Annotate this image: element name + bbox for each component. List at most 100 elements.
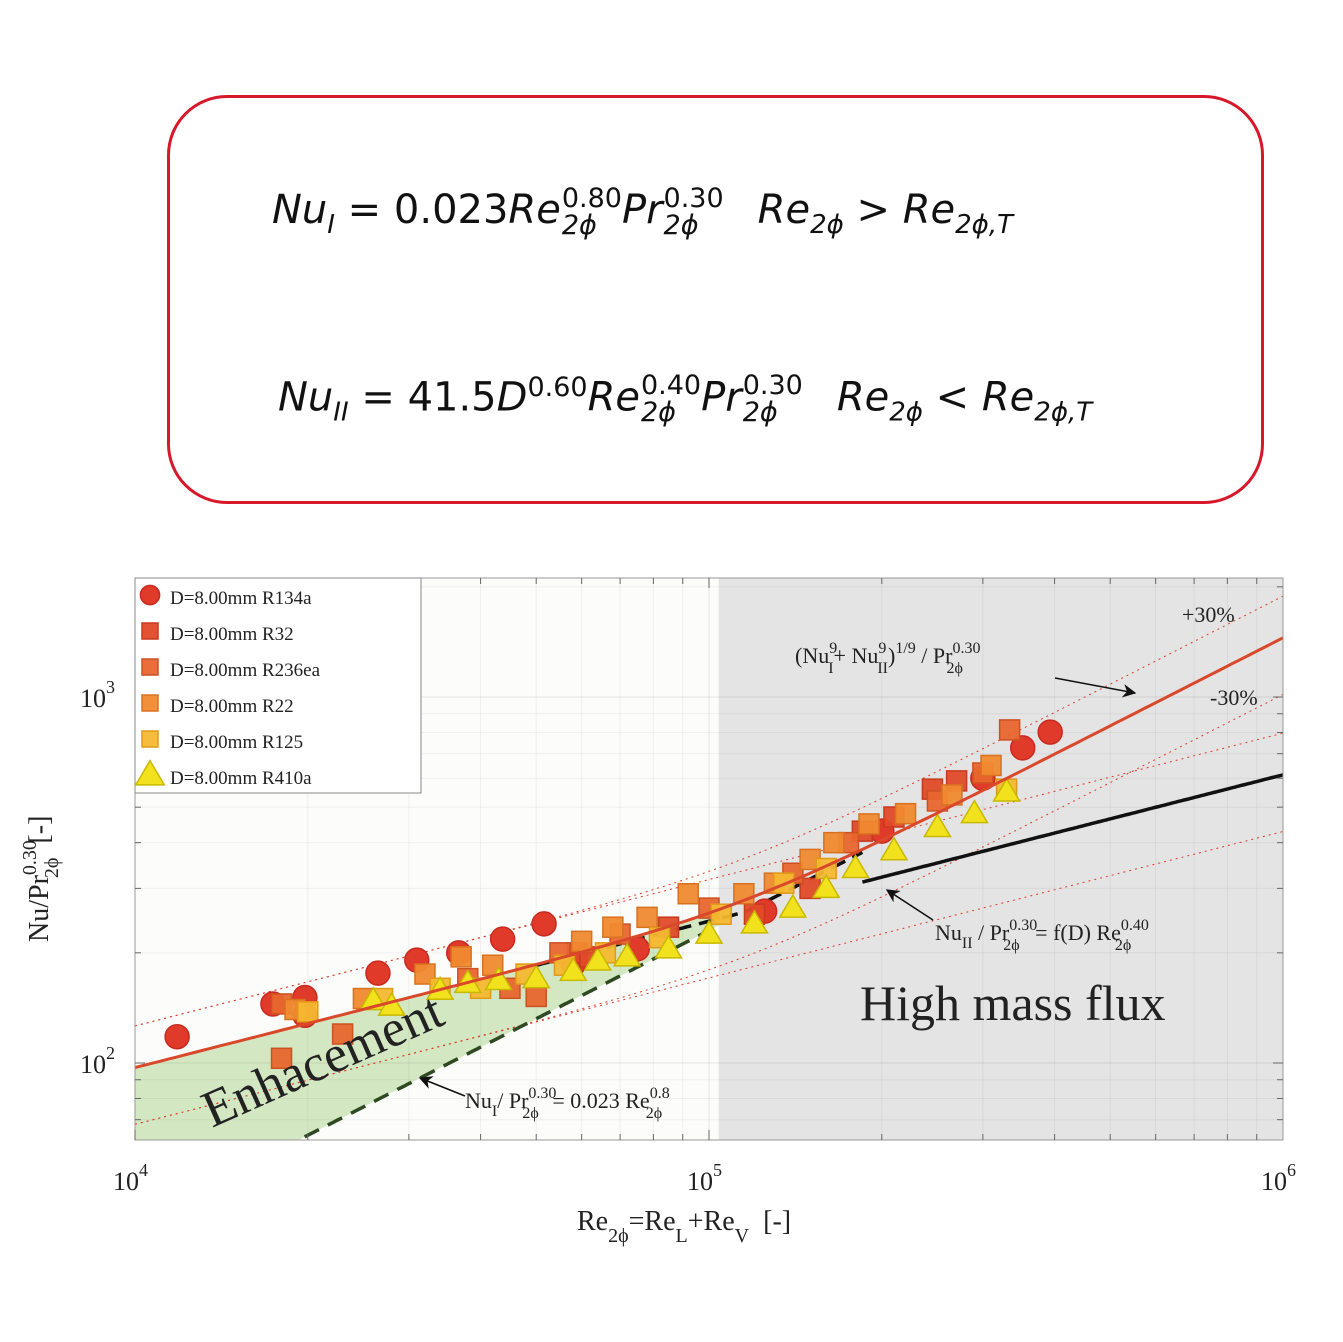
legend-marker-icon [134,759,166,786]
eq-sup: 0.60 [527,372,588,403]
tick-base: 10 [80,684,106,713]
data-point [694,919,724,944]
legend-marker-icon [141,658,159,676]
combined-band-line [135,595,1283,1027]
ann-text: (Nu [795,643,829,668]
eq-term: = 41.5 [348,374,497,421]
ann-sub: II [877,660,888,677]
x-tick-label: 105 [687,1160,722,1196]
ann-sub: I [828,660,833,677]
tick-exp: 4 [139,1160,148,1180]
eq-sup: 0.40 [640,370,702,402]
label-sub: 2ϕ [608,1225,629,1247]
label-part: =Re [629,1206,676,1237]
y-tick-label: 103 [80,677,115,713]
legend-label: D=8.00mm R134a [170,588,312,609]
ann-sub: 2ϕ [522,1105,538,1122]
eq-sub: 2ϕ [663,210,699,241]
eq-sub: I [327,210,335,240]
eq-term: Nu [272,187,328,233]
eq-sub: 2ϕ [640,397,676,429]
ann-sup: 0.30 [528,1085,556,1102]
ann-sub: 2ϕ [1003,937,1019,954]
data-point [612,942,642,967]
data-point [636,906,658,929]
nu-ii-model-line [861,773,1283,884]
data-point [992,777,1021,802]
ann-sub: 2ϕ [646,1105,662,1122]
tick-base: 10 [113,1167,139,1196]
ann-sup: 9 [878,640,886,657]
eq-term: = 0.023 [334,187,509,233]
ann-text: / Pr [916,643,953,668]
ann-text: Nu [465,1088,492,1113]
ann-sup: 0.30 [1009,917,1037,934]
ann-sup: 0.8 [650,1085,670,1102]
eq-sub: 2ϕ [742,397,778,429]
data-point [740,909,769,934]
label-sup: 0.30 [19,840,41,875]
label-sub: 2ϕ [41,858,63,879]
plus-30-label: +30% [1182,602,1235,627]
data-point [331,1023,354,1045]
legend: D=8.00mm R134a D=8.00mm R32 D=8.00mm R236e… [134,577,422,794]
data-point [270,1047,293,1070]
equation-nu-ii: NuII = 41.5D0.60Re 0.40 2ϕ Pr 0.30 2ϕ Re2ϕ < R… [278,372,1092,427]
ann-text: / Pr [497,1088,529,1113]
eq-op: < [922,374,982,421]
ann-text: = f(D) Re [1030,920,1121,945]
tick-base: 10 [687,1167,713,1196]
tick-base: 10 [80,1050,106,1079]
label-sub: V [735,1225,750,1247]
ann-sup: 1/9 [895,640,915,657]
combined-band-line [135,694,1283,1125]
eq-sup: 0.30 [663,183,724,214]
y-axis-label: Nu/Pr0.302ϕ [-] [19,816,63,942]
svg-text:NuII / Pr0.302ϕ = f(D) Re0.40: NuII / Pr0.30 2ϕ = f(D) Re0.40 2ϕ [935,917,1149,954]
data-point [894,802,917,825]
eq-term: Re [757,187,811,233]
ann-sub: II [962,935,973,952]
ann-text: Nu [935,920,962,945]
ann-sub: 2ϕ [946,660,962,677]
high-mass-flux-label: High mass flux [860,975,1166,1031]
eq-sup: 0.30 [742,370,803,402]
eq-sub: 2ϕ,T [955,210,1013,240]
tick-exp: 5 [713,1160,722,1180]
minus-30-label: -30% [1210,685,1258,710]
eq-term: Re [836,374,890,421]
eq-sub: II [333,397,349,428]
label-part: [-] [749,1206,791,1237]
arrow-icon [418,1076,466,1097]
tick-exp: 2 [106,1043,115,1063]
eq-term: Re [981,374,1035,421]
nu-i-label: NuI/ Pr0.30 2ϕ = 0.023 Re0.8 2ϕ [418,1076,670,1122]
data-point [778,893,808,918]
svg-text:NuI/ Pr0.302ϕ = 0.023 Re0.82ϕ: NuI/ Pr0.30 2ϕ = 0.023 Re0.8 2ϕ [465,1085,670,1122]
data-point [677,883,699,905]
legend-label: D=8.00mm R410a [170,768,312,789]
data-point [823,831,845,854]
data-point [365,960,391,986]
label-part: Nu/Pr [24,874,55,942]
eq-sub: 2ϕ [810,210,844,240]
legend-label: D=8.00mm R125 [170,732,303,753]
x-axis-label: Re2ϕ=ReL+ReV [-] [577,1206,791,1247]
data-point [1037,719,1063,745]
label-part: Re [577,1206,608,1237]
data-point [1009,735,1036,761]
data-point [525,985,547,1008]
data-point [980,754,1002,777]
legend-marker-icon [139,584,161,606]
equation-nu-i: NuI = 0.023Re 0.80 2ϕ Pr 0.30 2ϕ Re2ϕ > Re2ϕ,T [272,185,1013,240]
data-point [450,946,472,968]
eq-sub: 2ϕ,T [1034,397,1093,428]
tick-exp: 6 [1287,1160,1296,1180]
data-point [558,956,588,982]
ann-sub: 2ϕ [1115,937,1131,954]
eq-sub: 2ϕ [561,210,597,241]
combined-model-label: (Nu9 I+ Nu9 II)1/9 / Pr0.30 2ϕ [795,640,1137,698]
legend-label: D=8.00mm R32 [170,624,294,645]
data-point [654,934,683,959]
